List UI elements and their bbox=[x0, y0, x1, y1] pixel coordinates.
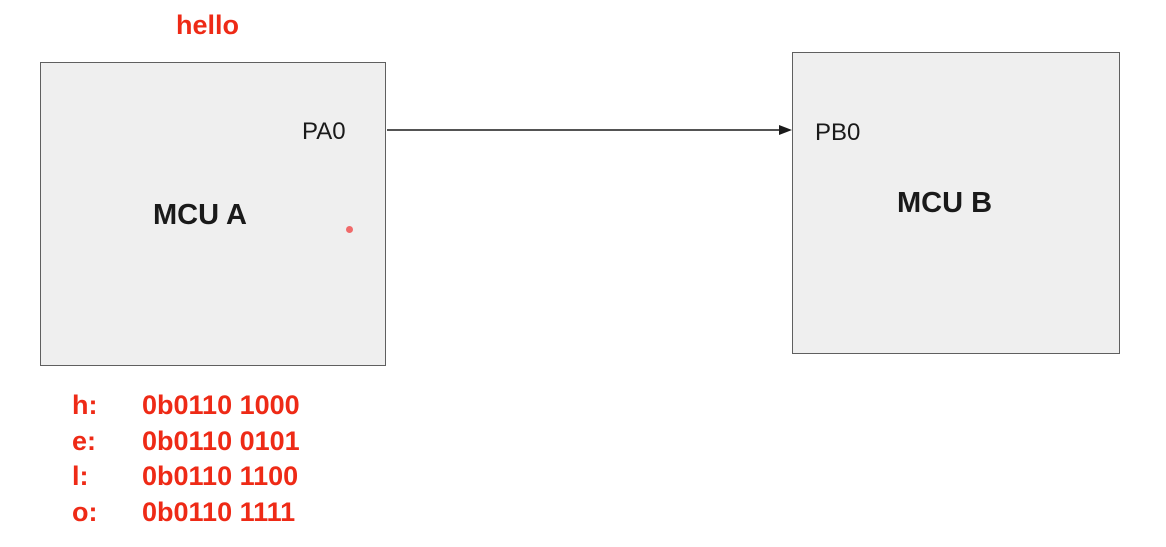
mcu-b-pin-label: PB0 bbox=[815, 119, 861, 146]
encoding-row: h: 0b0110 1000 bbox=[72, 388, 300, 424]
mcu-a-box: PA0 MCU A bbox=[40, 62, 386, 366]
encoding-binary: 0b0110 1111 bbox=[142, 496, 296, 527]
encoding-row: e: 0b0110 0101 bbox=[72, 424, 300, 460]
mcu-a-pin-label: PA0 bbox=[302, 118, 346, 145]
mcu-b-box: PB0 MCU B bbox=[792, 52, 1120, 354]
arrow-head-icon bbox=[779, 125, 792, 135]
encoding-char: l: bbox=[72, 461, 89, 491]
encoding-row: l: 0b0110 1100 bbox=[72, 459, 300, 495]
mcu-a-title: MCU A bbox=[153, 199, 247, 231]
mcu-b-title: MCU B bbox=[897, 187, 993, 219]
laser-pointer-dot bbox=[346, 226, 353, 233]
encoding-table: h: 0b0110 1000 e: 0b0110 0101 l: 0b0110 110… bbox=[72, 388, 300, 530]
encoding-char: h: bbox=[72, 390, 98, 420]
encoding-binary: 0b0110 0101 bbox=[142, 425, 300, 456]
encoding-char: o: bbox=[72, 496, 98, 527]
encoding-binary: 0b0110 1100 bbox=[142, 461, 299, 491]
encoding-row: o: 0b0110 1111 bbox=[72, 495, 300, 531]
encoding-char: e: bbox=[72, 425, 97, 456]
message-label: hello bbox=[176, 10, 240, 40]
encoding-binary: 0b0110 1000 bbox=[142, 390, 300, 420]
